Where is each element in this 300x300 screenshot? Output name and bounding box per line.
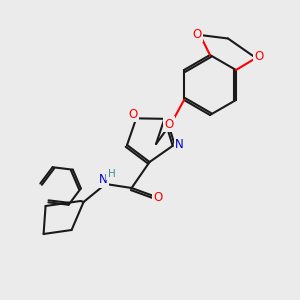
Text: O: O	[254, 50, 264, 64]
Text: O: O	[129, 108, 138, 121]
Text: O: O	[164, 118, 174, 130]
Text: N: N	[99, 173, 108, 187]
Text: O: O	[192, 28, 202, 40]
Text: N: N	[175, 138, 184, 151]
Text: H: H	[108, 169, 116, 179]
Text: O: O	[153, 191, 162, 205]
